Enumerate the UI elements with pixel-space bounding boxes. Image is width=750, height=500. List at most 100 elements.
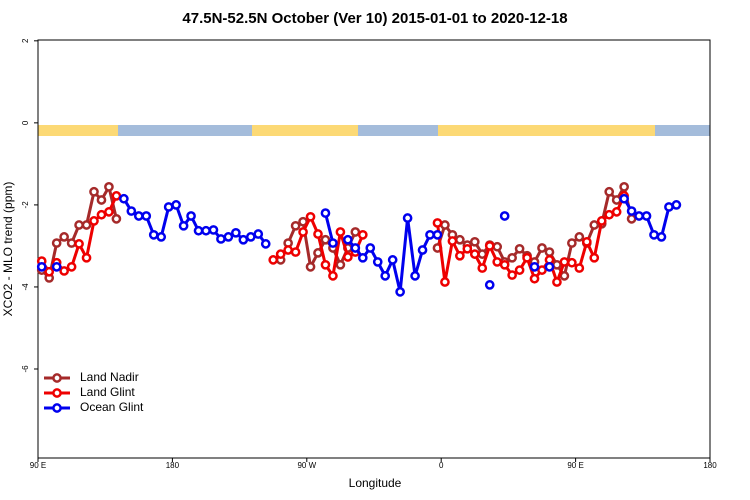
data-point: [104, 182, 114, 192]
data-point: [320, 234, 331, 245]
data-point: [66, 238, 77, 248]
data-point: [186, 211, 196, 221]
y-tick-label: -4: [21, 283, 30, 291]
data-point: [328, 238, 338, 248]
data-point: [253, 229, 264, 239]
data-point: [507, 270, 517, 280]
y-tick-label: -6: [21, 365, 30, 373]
data-point: [208, 225, 219, 235]
x-tick-label: 180: [703, 461, 717, 470]
data-point: [552, 259, 562, 270]
legend-marker: [52, 403, 62, 413]
data-point: [372, 257, 383, 267]
x-tick-label: 90 E: [30, 461, 46, 470]
data-point: [81, 252, 92, 263]
data-point: [178, 220, 189, 231]
data-point: [89, 186, 99, 197]
data-point: [574, 232, 585, 242]
data-point: [559, 271, 570, 281]
data-point: [492, 241, 503, 252]
plot-frame: [37, 39, 711, 459]
data-point: [462, 243, 473, 254]
legend-marker: [52, 373, 62, 383]
data-point: [581, 236, 592, 247]
data-point: [260, 239, 271, 249]
x-tick-label: 0: [439, 461, 444, 470]
data-point: [417, 245, 428, 255]
data-point: [171, 200, 181, 210]
data-point: [387, 255, 398, 265]
data-point: [111, 213, 122, 224]
data-point: [544, 261, 555, 272]
series-line: [122, 197, 677, 293]
data-point: [507, 252, 517, 263]
data-point: [537, 243, 547, 253]
data-point: [432, 218, 443, 228]
legend-label: Ocean Glint: [80, 400, 144, 414]
data-point: [305, 211, 316, 222]
data-point: [111, 191, 122, 201]
data-point: [544, 247, 555, 257]
legend-label: Land Glint: [80, 385, 135, 399]
data-point: [626, 213, 637, 224]
data-point: [59, 266, 69, 276]
data-point: [529, 261, 540, 272]
data-point: [44, 266, 55, 277]
data-point: [156, 232, 167, 242]
data-point: [402, 213, 413, 223]
data-point: [36, 261, 47, 272]
data-point: [66, 261, 77, 272]
data-point: [492, 257, 503, 267]
data-point: [305, 261, 316, 272]
data-point: [357, 252, 368, 263]
data-point: [290, 247, 301, 257]
data-point: [395, 287, 405, 297]
data-point: [440, 220, 450, 230]
data-point: [343, 252, 353, 262]
data-point: [238, 234, 249, 245]
data-point: [81, 220, 92, 230]
data-point: [425, 229, 435, 240]
data-point: [611, 207, 622, 217]
data-point: [223, 232, 234, 242]
data-point: [477, 263, 488, 273]
data-point: [447, 236, 458, 246]
legend-label: Land Nadir: [80, 370, 139, 384]
data-point: [268, 255, 279, 265]
legend-marker: [52, 388, 62, 398]
data-point: [626, 206, 637, 216]
x-tick-label: 180: [166, 461, 180, 470]
data-point: [604, 186, 615, 197]
data-point: [567, 257, 577, 268]
data-point: [335, 259, 346, 270]
x-tick-label: 90 E: [567, 461, 583, 470]
data-point: [365, 243, 376, 253]
data-point: [410, 271, 420, 281]
data-point: [320, 208, 331, 218]
data-point: [455, 234, 465, 245]
data-point: [589, 220, 600, 230]
data-point: [664, 202, 674, 212]
data-point: [119, 193, 129, 204]
y-tick-label: 0: [21, 120, 30, 125]
data-point: [96, 209, 107, 220]
data-point: [290, 220, 301, 231]
data-point: [574, 263, 585, 273]
data-point: [216, 234, 226, 244]
data-point: [350, 243, 361, 253]
data-point: [619, 182, 629, 192]
data-point: [380, 271, 391, 281]
data-point: [484, 280, 495, 290]
data-point: [201, 225, 211, 236]
data-point: [522, 252, 532, 263]
data-point: [589, 252, 600, 263]
data-point: [231, 227, 241, 238]
data-point: [514, 265, 525, 275]
data-point: [641, 211, 652, 221]
data-point: [634, 211, 644, 221]
data-point: [126, 206, 137, 216]
data-point: [440, 277, 450, 287]
data-point: [649, 229, 659, 240]
y-tick-label: 2: [21, 38, 30, 43]
